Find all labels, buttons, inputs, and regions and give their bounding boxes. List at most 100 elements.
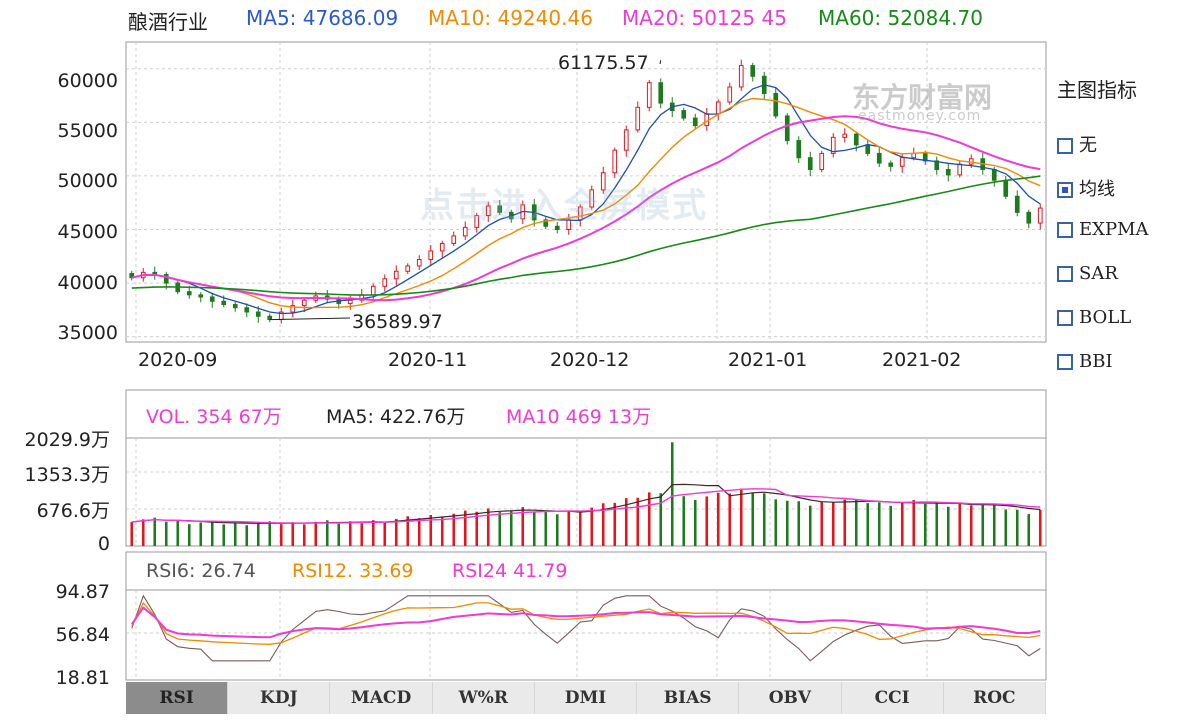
date-tick: 2020-12 <box>550 349 630 371</box>
vol-tick: 2029.9万 <box>24 429 110 451</box>
price-panel-frame <box>125 41 1047 343</box>
rsi6-legend: RSI6: 26.74 <box>146 560 256 582</box>
candle-body <box>727 86 733 103</box>
tab-roc[interactable]: ROC <box>943 682 1046 714</box>
candle-body <box>497 205 503 213</box>
price-tick: 35000 <box>57 322 118 344</box>
date-tick: 2020-09 <box>138 349 218 371</box>
candle-body <box>623 129 629 151</box>
checkbox[interactable] <box>1057 354 1073 370</box>
rsi-tick: 18.81 <box>55 667 110 689</box>
candle-body <box>554 225 560 231</box>
rsi-tick: 94.87 <box>55 581 110 603</box>
option-label: 均线 <box>1079 179 1115 200</box>
checkbox[interactable] <box>1057 222 1073 238</box>
option-boll[interactable]: BOLL <box>1057 307 1131 328</box>
candle-body <box>543 219 549 227</box>
rsi-panel-frame <box>125 551 1047 681</box>
candle-body <box>163 274 169 284</box>
candle-body <box>635 106 641 131</box>
option-ma[interactable]: 均线 <box>1057 175 1115 201</box>
candle-body <box>704 113 710 127</box>
candle-body <box>807 157 813 170</box>
checkbox[interactable] <box>1057 266 1073 282</box>
candle-body <box>784 115 790 142</box>
fullscreen-watermark[interactable]: 点击进入全屏模式 <box>420 186 708 226</box>
candle-body <box>1026 211 1032 224</box>
high-annotation: 61175.57 <box>558 52 649 74</box>
candle-body <box>773 92 779 117</box>
option-label: SAR <box>1079 263 1118 284</box>
candle-body <box>301 299 307 307</box>
candle-body <box>1037 207 1043 224</box>
rsi24-legend: RSI24 41.79 <box>452 560 568 582</box>
ma10-legend: MA10: 49240.46 <box>428 6 593 30</box>
candle-body <box>1014 195 1020 213</box>
option-bbi[interactable]: BBI <box>1057 351 1113 372</box>
volume-ma10-line <box>131 488 1041 524</box>
vol-tick: 0 <box>97 533 110 555</box>
option-label: BBI <box>1079 351 1113 372</box>
ma10-line <box>131 97 1041 309</box>
candle-body <box>428 250 434 261</box>
candle-body <box>589 189 595 208</box>
candle-body <box>209 296 215 302</box>
option-sar[interactable]: SAR <box>1057 263 1118 284</box>
vol-ma10-legend: MA10 469 13万 <box>506 406 652 428</box>
candle-body <box>876 152 882 164</box>
eastmoney-logo: 东方财富网 <box>852 81 993 114</box>
candle-body <box>474 215 480 228</box>
candle-body <box>393 270 399 280</box>
vol-ma5-legend: MA5: 422.76万 <box>326 406 466 428</box>
tab-rsi[interactable]: RSI <box>126 682 229 714</box>
ma60-legend: MA60: 52084.70 <box>818 6 983 30</box>
eastmoney-domain: eastmoney.com <box>858 108 982 124</box>
candle-body <box>888 162 894 167</box>
high-pointer <box>659 60 662 65</box>
vol-legend: VOL. 354 67万 <box>146 406 282 428</box>
indicator-tabs: RSI KDJ MACD W%R DMI BIAS OBV CCI ROC <box>126 682 1046 714</box>
price-tick: 50000 <box>57 170 118 192</box>
candle-body <box>658 82 664 104</box>
tab-kdj[interactable]: KDJ <box>228 682 331 714</box>
ma20-legend: MA20: 50125 45 <box>622 6 787 30</box>
candle-body <box>485 205 491 217</box>
tab-cci[interactable]: CCI <box>841 682 944 714</box>
candle-body <box>612 149 618 174</box>
price-tick: 40000 <box>57 272 118 294</box>
candle-body <box>451 235 457 244</box>
tab-macd[interactable]: MACD <box>330 682 433 714</box>
option-label: BOLL <box>1079 307 1132 328</box>
option-expma[interactable]: EXPMA <box>1057 219 1149 240</box>
candle-body <box>462 226 468 237</box>
date-tick: 2021-02 <box>882 349 962 371</box>
rsi-tick: 56.84 <box>55 624 110 646</box>
tab-wr[interactable]: W%R <box>432 682 535 714</box>
rsi24-line <box>130 606 1041 639</box>
candle-body <box>255 311 261 317</box>
candle-body <box>819 152 825 171</box>
candle-body <box>382 278 388 287</box>
candle-body <box>370 285 376 296</box>
volume-panel-frame <box>125 389 1047 547</box>
tab-dmi[interactable]: DMI <box>534 682 638 714</box>
candle-body <box>1003 179 1009 197</box>
candle-body <box>221 300 227 305</box>
checkbox[interactable] <box>1057 138 1073 154</box>
candle-body <box>934 160 940 171</box>
date-tick: 2021-01 <box>728 349 808 371</box>
rsi12-legend: RSI12. 33.69 <box>292 560 414 582</box>
tab-bias[interactable]: BIAS <box>637 682 740 714</box>
checkbox[interactable] <box>1057 310 1073 326</box>
low-pointer <box>269 317 351 321</box>
candle-body <box>842 133 848 138</box>
vol-tick: 676.6万 <box>36 500 110 522</box>
candle-body <box>347 299 353 304</box>
candle-body <box>232 304 238 309</box>
tab-obv[interactable]: OBV <box>739 682 842 714</box>
candle-body <box>290 305 296 313</box>
ma20-line <box>131 115 1041 302</box>
checkbox-checked[interactable] <box>1057 182 1073 198</box>
option-none[interactable]: 无 <box>1057 131 1097 157</box>
